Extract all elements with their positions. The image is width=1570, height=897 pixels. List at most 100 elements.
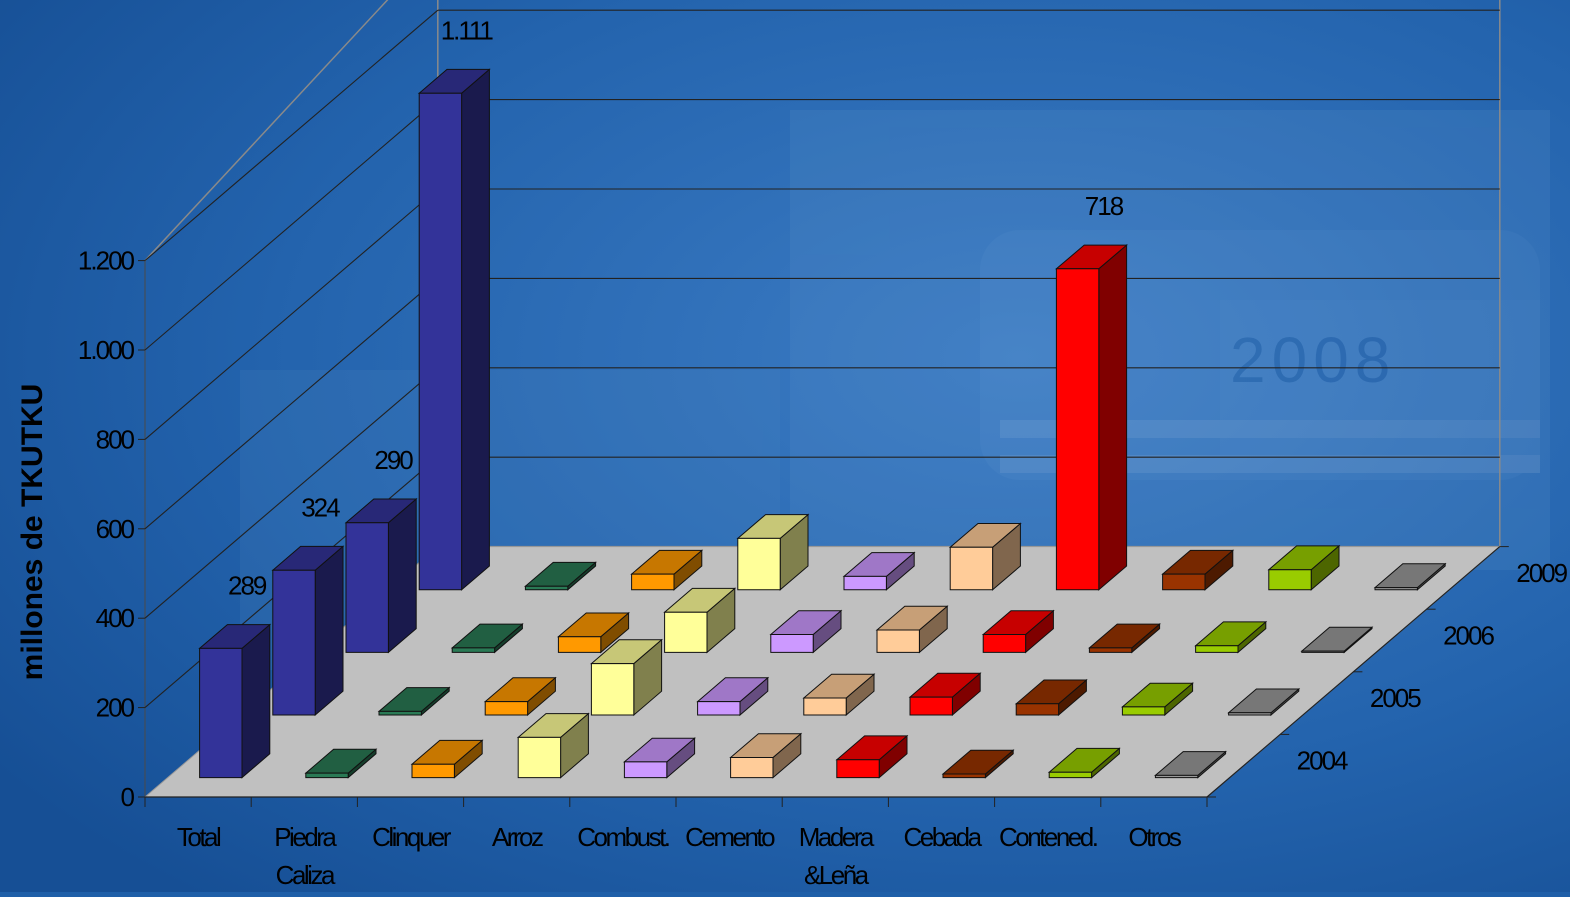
bar-front xyxy=(876,629,920,653)
bar-front xyxy=(1228,712,1272,716)
bar-front xyxy=(378,710,422,716)
bar-2005-7 xyxy=(1014,678,1088,717)
gridline-side xyxy=(144,277,439,530)
bar-front xyxy=(1195,645,1239,653)
bar-side xyxy=(1098,244,1128,591)
bar-2004-2 xyxy=(410,739,484,779)
bar-front xyxy=(697,701,741,716)
bar-front xyxy=(664,611,708,653)
bar-2009-0 xyxy=(417,68,491,591)
bar-2004-3 xyxy=(516,712,590,779)
bar-front xyxy=(1154,774,1199,779)
bar-2005-9 xyxy=(1227,687,1301,717)
bar-side xyxy=(387,497,417,654)
side-wall-top xyxy=(144,0,389,262)
x-category-label: Caliza xyxy=(276,860,336,890)
bar-front xyxy=(345,522,389,653)
bar-front xyxy=(1301,650,1345,653)
bar-2005-6 xyxy=(908,672,982,717)
gridlines xyxy=(138,9,1509,807)
bar-2009-9 xyxy=(1373,562,1447,591)
bar-front xyxy=(737,537,781,591)
y-tick-label: 200 xyxy=(96,693,135,723)
bar-front xyxy=(949,546,994,591)
bar-2006-6 xyxy=(981,609,1055,654)
bar-front xyxy=(942,773,986,779)
bar-2004-4 xyxy=(623,737,696,779)
bar-side xyxy=(314,545,344,717)
bar-front xyxy=(484,701,529,716)
bar-2009-3 xyxy=(736,513,810,591)
bar-2009-5 xyxy=(948,522,1022,591)
bar-2005-8 xyxy=(1121,682,1194,717)
bar-2004-6 xyxy=(835,734,909,779)
labels: 0 200 400 600 800 1.000 1.200 Total Piedra Caliza… xyxy=(78,15,1570,890)
bar-2005-3 xyxy=(590,638,663,717)
bar-2004-7 xyxy=(941,749,1015,779)
bar-front xyxy=(770,634,814,653)
bar-front xyxy=(1088,647,1133,653)
locomotive-watermark: 2008 xyxy=(240,110,1550,670)
bar-2005-5 xyxy=(802,673,876,717)
bar-side xyxy=(461,68,490,591)
bar-2006-2 xyxy=(557,611,630,654)
x-category-label: Clinquer xyxy=(372,822,452,852)
bar-2005-2 xyxy=(483,676,557,717)
y-tick-label: 400 xyxy=(96,603,135,633)
bar-2005-1 xyxy=(377,686,451,717)
bar-2006-3 xyxy=(663,587,737,654)
bar-front xyxy=(517,736,562,779)
y-tick-label: 0 xyxy=(121,782,135,812)
bar-front xyxy=(631,573,675,591)
bars xyxy=(198,68,1447,779)
bar-front xyxy=(982,634,1027,653)
bar-2006-4 xyxy=(769,609,843,654)
x-category-label: Combust. xyxy=(577,822,669,852)
series-label: 2004 xyxy=(1297,746,1348,776)
bar-2006-9 xyxy=(1300,626,1374,654)
x-category-label: Contened. xyxy=(999,822,1097,852)
bar-2004-5 xyxy=(729,732,803,779)
bar-side xyxy=(241,623,271,779)
series-label: 2005 xyxy=(1370,683,1421,713)
data-label: 289 xyxy=(228,571,267,601)
bar-front xyxy=(305,772,349,779)
data-label: 290 xyxy=(374,445,413,475)
y-axis-title: millones de TKUTKU xyxy=(16,384,49,681)
x-category-label: Cemento xyxy=(685,822,775,852)
bar-2009-2 xyxy=(630,549,704,591)
bar-front xyxy=(1268,569,1312,591)
gridline-side xyxy=(144,188,439,440)
watermark-text: 2008 xyxy=(1230,324,1396,396)
bar-2006-1 xyxy=(450,623,524,654)
bar-2009-7 xyxy=(1161,549,1235,591)
series-label: 2009 xyxy=(1516,558,1567,588)
y-tick-label: 600 xyxy=(96,514,135,544)
bar-2005-4 xyxy=(696,676,770,717)
y-tick-label: 800 xyxy=(96,424,135,454)
series-label: 2006 xyxy=(1443,621,1494,651)
y-tick-label: 1.000 xyxy=(78,335,135,365)
x-category-label: Total xyxy=(177,822,221,852)
gridline-side xyxy=(144,367,439,619)
bar-front xyxy=(1015,703,1060,716)
bar-2005-0 xyxy=(271,545,345,717)
gridline-side xyxy=(144,9,439,262)
bar-2006-8 xyxy=(1194,620,1268,654)
data-label: 1.111 xyxy=(441,15,494,45)
x-category-label: Cebada xyxy=(903,822,982,852)
bar-2009-4 xyxy=(842,551,916,591)
bar-front xyxy=(418,92,463,591)
bar-2009-6 xyxy=(1055,244,1128,591)
x-category-label: Arroz xyxy=(492,822,543,852)
bar-front xyxy=(730,757,774,779)
x-category-label: Piedra xyxy=(274,822,337,852)
bar-front xyxy=(1162,573,1206,591)
bar-2006-5 xyxy=(875,605,949,654)
bar-2006-7 xyxy=(1088,623,1161,654)
bar-front xyxy=(836,759,880,779)
data-label: 718 xyxy=(1085,191,1124,221)
bar-front xyxy=(623,761,668,779)
bar-front xyxy=(803,697,847,716)
